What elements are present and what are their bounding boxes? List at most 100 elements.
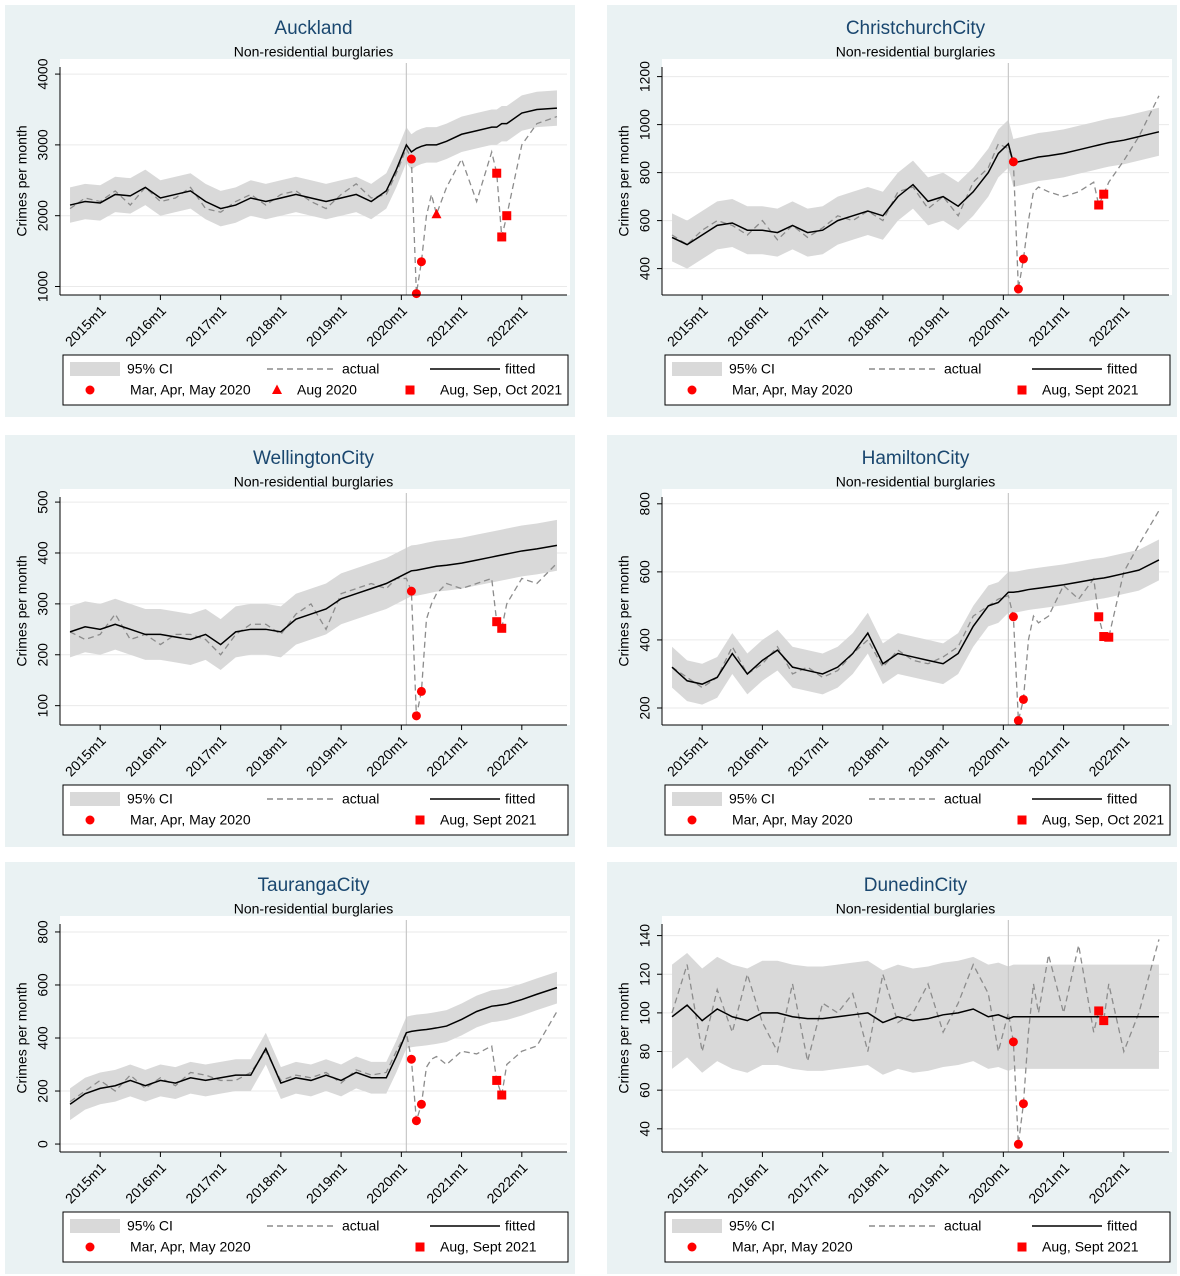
y-tick-label: 200	[35, 643, 51, 667]
y-tick-label: 400	[637, 257, 653, 281]
legend-label: 95% CI	[729, 791, 775, 807]
marker	[416, 1099, 426, 1109]
marker	[416, 257, 426, 267]
y-tick-label: 4000	[35, 58, 51, 89]
chart-title: TaurangaCity	[258, 875, 370, 896]
marker	[1094, 1006, 1104, 1016]
marker	[492, 168, 502, 178]
y-tick-label: 200	[637, 696, 653, 720]
legend-box	[62, 784, 569, 836]
legend-label: actual	[944, 791, 981, 807]
y-tick-label: 1200	[637, 61, 653, 92]
legend-label: Mar, Apr, May 2020	[732, 1239, 853, 1255]
legend-label: actual	[944, 361, 981, 377]
marker	[1099, 189, 1109, 199]
y-tick-label: 600	[637, 209, 653, 233]
marker	[1013, 284, 1023, 294]
series-line	[671, 131, 1160, 246]
panel: HamiltonCity Non-residential burglaries Cr…	[607, 435, 1177, 847]
chart-subtitle: Non-residential burglaries	[836, 474, 996, 490]
marker	[406, 586, 416, 596]
y-tick-label: 800	[637, 161, 653, 185]
legend-swatch	[70, 1219, 120, 1233]
y-tick-label: 3000	[35, 129, 51, 160]
marker	[1018, 254, 1028, 264]
legend-marker	[1017, 385, 1027, 395]
legend-marker	[85, 815, 95, 825]
legend-marker	[1017, 1242, 1027, 1252]
marker	[411, 289, 421, 299]
legend-label: Mar, Apr, May 2020	[732, 812, 853, 828]
chart-title: WellingtonCity	[253, 448, 375, 469]
legend-label: Mar, Apr, May 2020	[130, 382, 251, 398]
legend-label: Aug, Sept 2021	[1042, 382, 1139, 398]
marker	[1008, 612, 1018, 622]
chart-subtitle: Non-residential burglaries	[836, 44, 996, 60]
legend-label: Aug, Sep, Oct 2021	[440, 382, 562, 398]
legend: 95% CI actual fitted Mar, Apr, May 2020 Aug,…	[62, 784, 569, 836]
legend-label: Mar, Apr, May 2020	[732, 382, 853, 398]
legend-marker	[687, 815, 697, 825]
series-line	[671, 939, 1160, 1145]
chart-subtitle: Non-residential burglaries	[836, 901, 996, 917]
y-tick-label: 400	[35, 1026, 51, 1050]
legend-marker	[1017, 815, 1027, 825]
y-tick-label: 200	[35, 1079, 51, 1103]
y-tick-label: 600	[637, 560, 653, 584]
legend-label: Aug, Sept 2021	[440, 1239, 537, 1255]
y-tick-label: 80	[637, 1044, 653, 1060]
marker	[406, 154, 416, 164]
legend-label: fitted	[1107, 791, 1137, 807]
legend-box	[62, 354, 569, 406]
y-tick-label: 300	[35, 592, 51, 616]
legend-label: Aug, Sept 2021	[440, 812, 537, 828]
marker	[1008, 1037, 1018, 1047]
legend-label: fitted	[505, 791, 535, 807]
legend: 95% CI actual fitted Mar, Apr, May 2020 Aug,…	[664, 354, 1171, 406]
legend-label: fitted	[1107, 361, 1137, 377]
marker	[411, 1116, 421, 1126]
y-tick-label: 500	[35, 490, 51, 514]
plot-background	[60, 916, 570, 1152]
y-tick-label: 1000	[35, 271, 51, 302]
y-tick-label: 120	[637, 962, 653, 986]
ci-band	[672, 539, 1159, 705]
marker	[497, 232, 507, 242]
series-line	[671, 510, 1160, 721]
y-tick-label: 400	[35, 541, 51, 565]
legend-label: actual	[944, 1218, 981, 1234]
panel: TaurangaCity Non-residential burglaries Cr…	[5, 862, 575, 1274]
legend-label: fitted	[505, 1218, 535, 1234]
marker	[1094, 612, 1104, 622]
y-tick-label: 600	[35, 973, 51, 997]
y-tick-label: 1000	[637, 109, 653, 140]
legend-swatch	[672, 362, 722, 376]
y-tick-label: 100	[637, 1001, 653, 1025]
y-axis-label: Crimes per month	[616, 125, 632, 236]
legend-box	[664, 1211, 1171, 1263]
legend-label: Aug, Sept 2021	[1042, 1239, 1139, 1255]
marker	[1099, 1016, 1109, 1026]
marker	[1099, 632, 1109, 642]
panel: WellingtonCity Non-residential burglaries…	[5, 435, 575, 847]
marker	[1013, 716, 1023, 726]
legend-label: Aug, Sep, Oct 2021	[1042, 812, 1164, 828]
y-tick-label: 100	[35, 694, 51, 718]
chart-subtitle: Non-residential burglaries	[234, 474, 394, 490]
marker	[406, 1054, 416, 1064]
marker	[416, 686, 426, 696]
chart-title: HamiltonCity	[862, 448, 970, 469]
series-line	[69, 544, 558, 646]
legend-label: 95% CI	[127, 791, 173, 807]
marker	[1104, 632, 1114, 642]
legend-label: 95% CI	[127, 361, 173, 377]
legend-label: actual	[342, 361, 379, 377]
marker	[411, 711, 421, 721]
y-tick-label: 60	[637, 1082, 653, 1098]
legend-label: 95% CI	[127, 1218, 173, 1234]
y-tick-label: 0	[35, 1140, 51, 1148]
legend: 95% CI actual fitted Mar, Apr, May 2020 Aug,…	[664, 1211, 1171, 1263]
y-tick-label: 800	[637, 492, 653, 516]
y-axis-label: Crimes per month	[14, 125, 30, 236]
legend-label: fitted	[505, 361, 535, 377]
